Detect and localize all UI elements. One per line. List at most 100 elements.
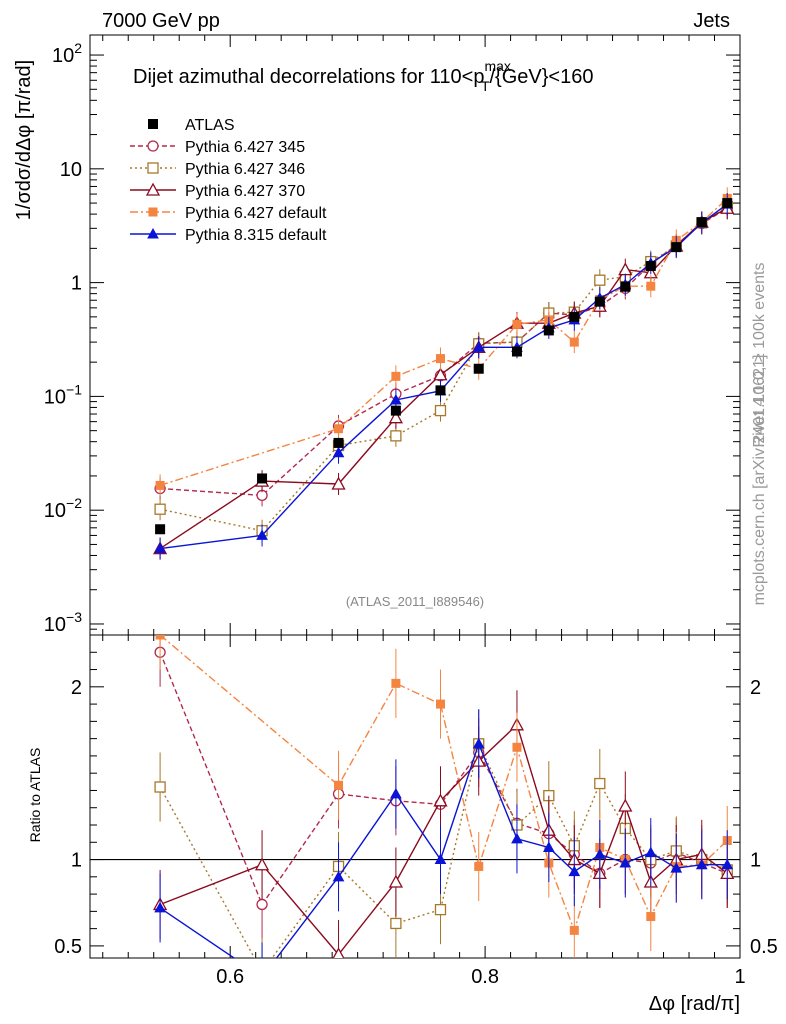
ratio-plot: 0.6 0.8 10.5 0.51 12 2 bbox=[54, 634, 778, 988]
series-pythia-6-427-370-point bbox=[433, 367, 448, 381]
y-tick-label: 10−1 bbox=[44, 381, 82, 408]
series-pythia-6-427-346-line bbox=[159, 206, 728, 532]
series-pythia-8-315-default-point bbox=[154, 542, 166, 554]
atlas-point bbox=[257, 473, 268, 484]
legend: ATLAS Pythia 6.427 345 Pythia 6.427 346 Pyt… bbox=[130, 117, 327, 244]
ratio-axis-label: Ratio to ATLAS bbox=[27, 748, 43, 843]
series-pythia-6-427-346-point bbox=[154, 503, 166, 515]
ratio-tick-label-right: 2 bbox=[750, 677, 761, 699]
series-pythia-6-427-346-ratio-point bbox=[594, 777, 606, 790]
series-pythia-6-427-346-point bbox=[594, 274, 606, 286]
series-pythia-6-427-default-ratio-point bbox=[435, 699, 445, 709]
ratio-tick-label: 2 bbox=[71, 677, 82, 699]
series-pythia-6-427-default-point bbox=[435, 354, 445, 364]
series-pythia-8-315-default-ratio-point bbox=[390, 787, 402, 799]
ratio-tick-label-right: 0.5 bbox=[750, 936, 778, 958]
plot-title: Dijet azimuthal decorrelations for 110<p… bbox=[133, 58, 593, 94]
series-pythia-6-427-345-line bbox=[160, 207, 728, 497]
series-pythia-8-315-default-ratio-point bbox=[472, 737, 485, 749]
atlas-point bbox=[473, 363, 484, 374]
series-pythia-6-427-345-ratio-line bbox=[159, 652, 728, 906]
atlas-point bbox=[511, 346, 522, 357]
x-tick-label: 0.6 bbox=[216, 966, 244, 988]
atlas-point bbox=[569, 311, 580, 322]
legend-pythia-6-427-345-label: Pythia 6.427 345 bbox=[185, 139, 305, 156]
title-sup: max bbox=[484, 58, 510, 74]
series-pythia-8-315-default-ratio-point bbox=[511, 832, 523, 844]
x-axis-label: Δφ [rad/π] bbox=[649, 993, 740, 1015]
series-pythia-8-315-default-point bbox=[472, 341, 485, 352]
atlas-point bbox=[543, 325, 554, 336]
legend-pythia-6-427-370-label: Pythia 6.427 370 bbox=[185, 183, 305, 200]
main-plot: 10−3 10−2 10−1 1 10 102 bbox=[44, 34, 741, 636]
series-pythia-6-427-370-ratio-point bbox=[433, 793, 448, 807]
collision-label: 7000 GeV pp bbox=[102, 10, 220, 32]
atlas-point bbox=[155, 524, 166, 535]
series-pythia-6-427-default-point bbox=[569, 337, 579, 347]
series-pythia-8-315-default-ratio-point bbox=[721, 858, 734, 870]
atlas-point bbox=[390, 405, 401, 416]
series-pythia-6-427-default-ratio-point bbox=[569, 925, 579, 935]
series-pythia-6-427-370-point bbox=[331, 476, 346, 490]
title-group: Dijet azimuthal decorrelations for 110<p… bbox=[133, 58, 593, 94]
series-pythia-6-427-default-point bbox=[155, 480, 165, 490]
main-series-group bbox=[153, 187, 735, 560]
jets-label: Jets bbox=[693, 10, 730, 32]
ratio-tick-label-right: 1 bbox=[750, 850, 761, 872]
series-pythia-8-315-default-ratio-point bbox=[619, 856, 632, 868]
series-pythia-6-427-default-point bbox=[512, 319, 522, 329]
series-pythia-6-427-346-ratio-point bbox=[390, 917, 402, 930]
series-pythia-6-427-370-ratio-point bbox=[332, 947, 345, 958]
atlas-point bbox=[671, 242, 682, 253]
series-pythia-6-427-default-ratio-point bbox=[155, 635, 165, 640]
series-pythia-6-427-370-point bbox=[618, 262, 633, 276]
legend-pythia-6-427-346-marker bbox=[147, 162, 159, 174]
series-pythia-6-427-default-ratio-line bbox=[159, 635, 728, 933]
series-pythia-6-427-default-ratio-point bbox=[474, 861, 484, 871]
y-tick-label: 10−3 bbox=[44, 609, 82, 636]
mcplots-label: mcplots.cern.ch [arXiv:2401.10621] bbox=[751, 355, 768, 606]
series-pythia-6-427-346-point bbox=[390, 430, 402, 442]
series-pythia-6-427-default-ratio-point bbox=[391, 678, 401, 688]
series-pythia-8-315-default-ratio-point bbox=[257, 972, 267, 981]
series-pythia-6-427-default-point bbox=[646, 281, 656, 291]
series-pythia-8-315-default-ratio-point bbox=[332, 870, 345, 882]
title-suffix: /{GeV}<160 bbox=[490, 66, 594, 88]
legend-marker-atlas bbox=[148, 119, 158, 129]
series-pythia-6-427-346-ratio-point bbox=[434, 903, 447, 916]
series-pythia-8-315-default-ratio-point bbox=[154, 901, 166, 913]
series-pythia-6-427-default-ratio-point bbox=[512, 742, 522, 752]
series-pythia-8-315-default-ratio-point bbox=[644, 846, 657, 858]
title-prefix: Dijet azimuthal decorrelations for 110<p bbox=[133, 66, 484, 88]
y-tick-label: 10 bbox=[60, 159, 82, 181]
legend-pythia-8-315-default-label: Pythia 8.315 default bbox=[185, 227, 327, 244]
legend-pythia-8-315-default-marker bbox=[147, 227, 159, 239]
series-pythia-8-315-default-point bbox=[390, 393, 402, 405]
series-pythia-6-427-346-ratio-point bbox=[154, 781, 166, 793]
series-pythia-6-427-345-ratio-point bbox=[256, 898, 268, 911]
series-pythia-6-427-370-ratio-point bbox=[618, 798, 633, 812]
series-pythia-8-315-default-ratio-point bbox=[670, 862, 683, 873]
series-pythia-6-427-346-ratio-line bbox=[159, 741, 728, 958]
series-pythia-6-427-346-point bbox=[434, 404, 447, 417]
series-pythia-8-315-default-ratio-point bbox=[434, 853, 447, 865]
x-tick-label: 1 bbox=[734, 966, 745, 988]
ratio-tick-label: 0.5 bbox=[54, 936, 82, 958]
series-pythia-6-427-default-ratio-point bbox=[646, 912, 656, 922]
atlas-point bbox=[620, 281, 631, 292]
legend-pythia-6-427-default-label: Pythia 6.427 default bbox=[185, 205, 327, 222]
atlas-point bbox=[594, 296, 605, 307]
series-pythia-8-315-default-ratio-point bbox=[568, 865, 581, 877]
series-pythia-6-427-default-point bbox=[391, 371, 401, 381]
legend-pythia-6-427-default-marker bbox=[148, 207, 158, 217]
legend-pythia-6-427-345-marker bbox=[147, 140, 159, 152]
series-pythia-6-427-346-ratio-point bbox=[257, 967, 267, 977]
series-pythia-6-427-370-ratio-point bbox=[388, 874, 403, 888]
series-pythia-8-315-default-point bbox=[332, 446, 345, 458]
atlas-point bbox=[333, 437, 344, 448]
series-pythia-8-315-default-point bbox=[256, 529, 268, 540]
legend-pythia-6-427-370-marker bbox=[145, 182, 161, 196]
atlas-point bbox=[722, 198, 733, 209]
atlas-point bbox=[696, 217, 707, 228]
series-pythia-8-315-default-ratio-point bbox=[695, 858, 708, 870]
